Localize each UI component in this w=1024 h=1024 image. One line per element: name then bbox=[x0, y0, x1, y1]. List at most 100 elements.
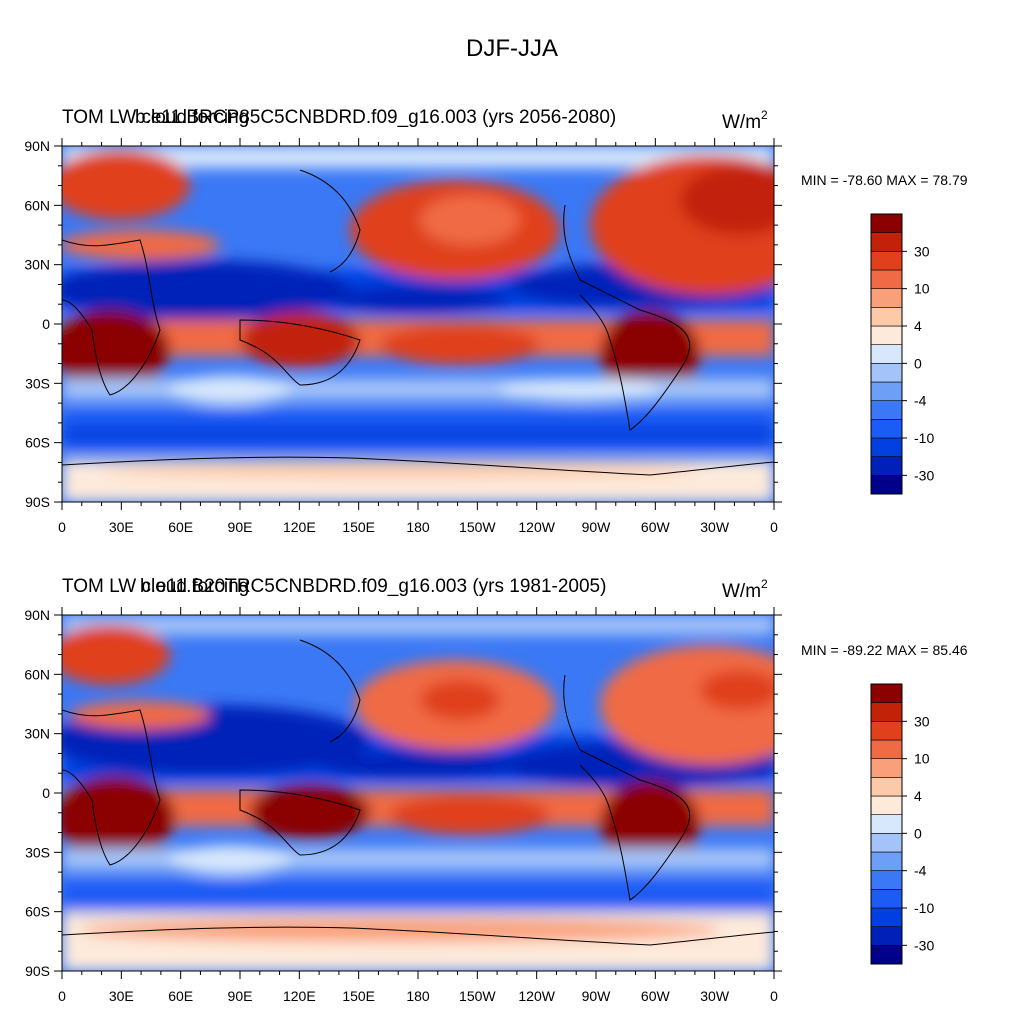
colorbar-swatch-top bbox=[870, 307, 903, 327]
colorbar-bottom: 30 10 4 0 -4 -10 -30 bbox=[870, 683, 934, 965]
colorbar-swatch-bottom bbox=[870, 739, 903, 759]
colorbar-swatch-top bbox=[870, 213, 903, 233]
colorbar-label-bottom: -10 bbox=[914, 900, 934, 916]
x-tick-label-bottom: 120E bbox=[283, 988, 316, 1004]
x-tick-label-bottom: 30W bbox=[700, 988, 730, 1004]
colorbar-swatch-top bbox=[870, 325, 903, 345]
x-tick-label-bottom: 180 bbox=[406, 988, 430, 1004]
colorbar-swatch-top bbox=[870, 251, 903, 271]
x-tick-label-bottom: 0 bbox=[770, 988, 778, 1004]
x-tick-label-top: 0 bbox=[770, 519, 778, 535]
colorbar-swatch-top bbox=[870, 269, 903, 289]
colorbar-label-bottom: 30 bbox=[914, 713, 930, 729]
colorbar-label-bottom: -30 bbox=[914, 937, 934, 953]
colorbar-label-bottom: 10 bbox=[914, 751, 930, 767]
x-tick-label-top: 90E bbox=[228, 519, 253, 535]
colorbar-label-top: -4 bbox=[914, 393, 927, 409]
figure-title: DJF-JJA bbox=[466, 35, 558, 62]
x-tick-label-bottom: 60E bbox=[168, 988, 193, 1004]
y-tick-label-bottom: 60S bbox=[25, 904, 50, 920]
x-tick-label-bottom: 90E bbox=[228, 988, 253, 1004]
x-tick-label-bottom: 150W bbox=[459, 988, 496, 1004]
y-tick-label-bottom: 90N bbox=[24, 607, 50, 623]
y-tick-label-top: 60N bbox=[24, 197, 50, 213]
panel-title-left-b-bottom: b.e11.B20TRC5CNBDRD.f09_g16.003 (yrs 198… bbox=[140, 576, 606, 597]
x-tick-label-bottom: 150E bbox=[342, 988, 375, 1004]
colorbar-label-top: -10 bbox=[914, 430, 934, 446]
x-tick-label-top: 0 bbox=[58, 519, 66, 535]
colorbar-swatch-bottom bbox=[870, 721, 903, 741]
units-base-bottom: W/m bbox=[722, 581, 761, 602]
colorbar-swatch-bottom bbox=[870, 702, 903, 722]
colorbar-top: 30 10 4 0 -4 -10 -30 bbox=[870, 213, 934, 495]
colorbar-label-bottom: 4 bbox=[914, 788, 922, 804]
y-tick-label-bottom: 90S bbox=[25, 963, 50, 979]
x-tick-label-bottom: 90W bbox=[582, 988, 612, 1004]
contour-field-bottom bbox=[62, 615, 774, 971]
y-tick-label-top: 30N bbox=[24, 257, 50, 273]
colorbar-swatch-bottom bbox=[870, 851, 903, 871]
x-tick-label-bottom: 30E bbox=[109, 988, 134, 1004]
colorbar-label-top: 10 bbox=[914, 281, 930, 297]
coastlines-top bbox=[62, 169, 774, 476]
x-tick-label-top: 120W bbox=[518, 519, 555, 535]
x-tick-label-top: 60E bbox=[168, 519, 193, 535]
units-top: W/m2 bbox=[722, 108, 768, 133]
colorbar-label-top: 30 bbox=[914, 243, 930, 259]
y-tick-label-top: 60S bbox=[25, 435, 50, 451]
colorbar-swatch-top bbox=[870, 400, 903, 420]
x-tick-label-top: 30W bbox=[700, 519, 730, 535]
colorbar-swatch-bottom bbox=[870, 795, 903, 815]
colorbar-swatch-top bbox=[870, 288, 903, 308]
x-tick-label-bottom: 0 bbox=[58, 988, 66, 1004]
colorbar-label-top: -30 bbox=[914, 467, 934, 483]
contour-field-top bbox=[62, 146, 774, 502]
y-tick-label-bottom: 0 bbox=[42, 785, 50, 801]
colorbar-swatch-bottom bbox=[870, 945, 903, 965]
x-tick-label-top: 30E bbox=[109, 519, 134, 535]
colorbar-label-top: 0 bbox=[914, 355, 922, 371]
panel-title-left-a-top: TOM LW cloud forcing bbox=[62, 107, 249, 128]
colorbar-frame-top bbox=[870, 213, 903, 495]
x-tick-label-bottom: 60W bbox=[641, 988, 671, 1004]
colorbar-frame-bottom bbox=[870, 683, 903, 965]
colorbar-swatch-top bbox=[870, 344, 903, 364]
x-tick-label-top: 150E bbox=[342, 519, 375, 535]
colorbar-swatch-bottom bbox=[870, 758, 903, 778]
units-sup-top: 2 bbox=[761, 108, 768, 122]
colorbar-swatch-bottom bbox=[870, 870, 903, 890]
y-tick-label-top: 0 bbox=[42, 316, 50, 332]
map-panel-bottom: 0 30E 60E 90E 120E 150E 180 150W 120W 90W 60W 30W 09… bbox=[24, 576, 967, 1004]
min-max-top: MIN = -78.60 MAX = 78.79 bbox=[801, 172, 968, 188]
colorbar-swatch-top bbox=[870, 456, 903, 476]
colorbar-swatch-top bbox=[870, 381, 903, 401]
y-tick-label-bottom: 30S bbox=[25, 844, 50, 860]
x-tick-label-bottom: 120W bbox=[518, 988, 555, 1004]
colorbar-label-top: 4 bbox=[914, 318, 922, 334]
units-base-top: W/m bbox=[722, 112, 761, 133]
colorbar-label-bottom: -4 bbox=[914, 863, 927, 879]
panel-title-left-b-top: b.e11.BRCP85C5CNBDRD.f09_g16.003 (yrs 20… bbox=[135, 107, 616, 128]
colorbar-swatch-bottom bbox=[870, 889, 903, 909]
colorbar-swatch-bottom bbox=[870, 777, 903, 797]
y-tick-label-bottom: 60N bbox=[24, 666, 50, 682]
colorbar-swatch-bottom bbox=[870, 814, 903, 834]
y-tick-label-top: 90S bbox=[25, 494, 50, 510]
colorbar-swatch-top bbox=[870, 437, 903, 457]
x-tick-label-top: 150W bbox=[459, 519, 496, 535]
coastlines-bottom bbox=[62, 639, 774, 946]
min-max-bottom: MIN = -89.22 MAX = 85.46 bbox=[801, 642, 968, 658]
colorbar-swatch-bottom bbox=[870, 683, 903, 703]
y-tick-label-top: 30S bbox=[25, 375, 50, 391]
map-panel-top: 0 30E 60E 90E 120E 150E 180 150W 120W 90W 60W 30W 09… bbox=[24, 107, 967, 535]
colorbar-label-bottom: 0 bbox=[914, 825, 922, 841]
x-tick-label-top: 90W bbox=[582, 519, 612, 535]
units-sup-bottom: 2 bbox=[761, 577, 768, 591]
colorbar-swatch-top bbox=[870, 232, 903, 252]
y-tick-label-top: 90N bbox=[24, 138, 50, 154]
x-tick-label-top: 180 bbox=[406, 519, 430, 535]
colorbar-swatch-top bbox=[870, 419, 903, 439]
colorbar-swatch-top bbox=[870, 363, 903, 383]
colorbar-swatch-bottom bbox=[870, 833, 903, 853]
